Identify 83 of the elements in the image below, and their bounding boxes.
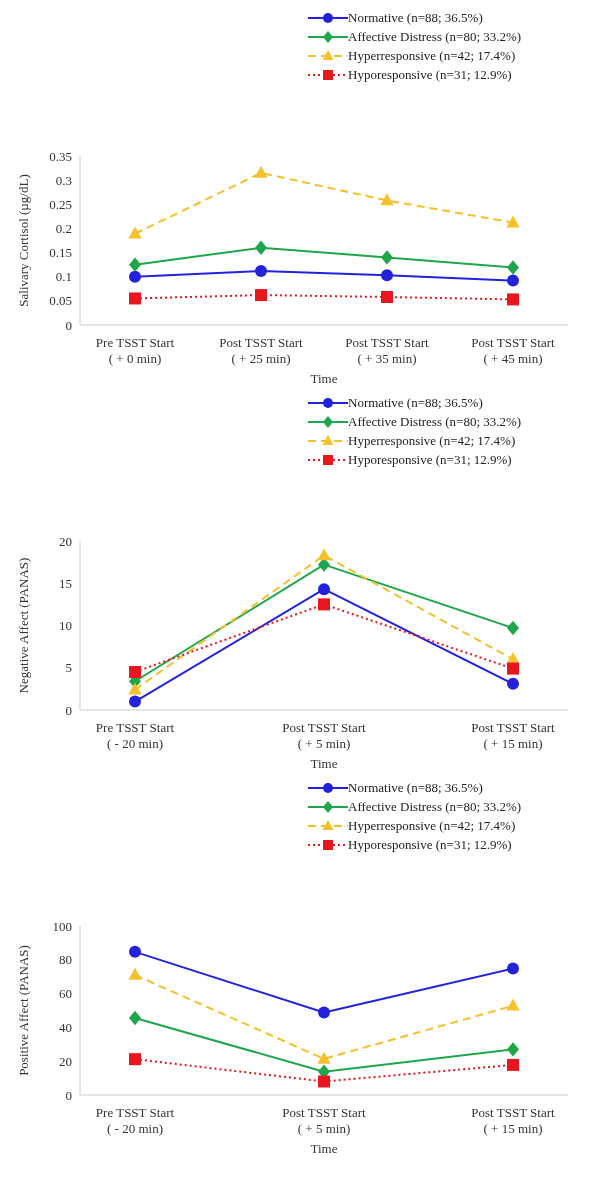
point: [129, 292, 141, 305]
point: [128, 226, 142, 239]
legend-label: Hyperresponsive (n=42; 17.4%): [348, 47, 516, 64]
y-tick-label: 0: [65, 317, 72, 333]
point: [317, 1051, 331, 1064]
y-tick-label: 10: [59, 618, 72, 634]
x-axis-title: Time: [310, 756, 338, 771]
x-tick-label: Post TSST Start ( + 45 min): [471, 335, 556, 366]
y-tick-label: 80: [59, 952, 72, 968]
point: [254, 165, 268, 178]
y-tick-label: 0.05: [49, 293, 72, 309]
point: [255, 240, 267, 255]
x-tick-label: Post TSST Start ( + 25 min): [219, 335, 304, 366]
point: [128, 967, 142, 980]
legend-label: Normative (n=88; 36.5%): [348, 779, 483, 796]
x-tick-label: Post TSST Start ( + 15 min): [471, 1105, 556, 1136]
legend-label: Affective Distress (n=80; 33.2%): [348, 413, 522, 430]
x-axis-title: Time: [310, 1141, 338, 1156]
point: [381, 250, 393, 265]
y-tick-label: 0.35: [49, 148, 72, 164]
x-tick-label: Pre TSST Start ( + 0 min): [95, 335, 175, 366]
x-tick-label: Pre TSST Start ( - 20 min): [95, 1105, 175, 1136]
legend-label: Hyporesponsive (n=31; 12.9%): [348, 451, 512, 468]
x-axis-title: Time: [310, 371, 338, 386]
x-tick-label: Pre TSST Start ( - 20 min): [95, 720, 175, 751]
point: [507, 620, 519, 636]
y-axis-title: Salivary Cortisol (µg/dL): [15, 174, 31, 307]
point: [507, 1042, 519, 1057]
y-tick-label: 0.25: [49, 196, 72, 212]
x-tick-label: Post TSST Start ( + 15 min): [471, 720, 556, 751]
point: [507, 260, 519, 275]
point: [129, 1053, 141, 1066]
y-tick-label: 0.1: [55, 269, 72, 285]
legend-label: Normative (n=88; 36.5%): [348, 9, 483, 26]
point: [318, 1075, 330, 1088]
point: [317, 548, 331, 561]
point: [255, 264, 267, 277]
y-axis-title: Positive Affect (PANAS): [15, 945, 31, 1076]
point: [129, 257, 141, 272]
point: [507, 1058, 519, 1071]
y-tick-label: 0: [65, 702, 72, 718]
point: [128, 682, 142, 695]
x-tick-label: Post TSST Start ( + 35 min): [345, 335, 430, 366]
point: [507, 274, 519, 287]
legend-label: Affective Distress (n=80; 33.2%): [348, 28, 522, 45]
x-tick-label: Post TSST Start ( + 5 min): [282, 720, 367, 751]
point: [129, 1010, 141, 1026]
y-tick-label: 0: [65, 1087, 72, 1103]
legend-label: Hyporesponsive (n=31; 12.9%): [348, 836, 512, 853]
y-tick-label: 20: [59, 533, 72, 549]
legend-label: Hyperresponsive (n=42; 17.4%): [348, 432, 516, 449]
legend-label: Affective Distress (n=80; 33.2%): [348, 798, 522, 815]
point: [318, 583, 330, 596]
y-tick-label: 0.2: [55, 221, 72, 237]
point: [506, 215, 520, 228]
y-tick-label: 15: [59, 575, 72, 591]
point: [506, 998, 520, 1011]
y-axis-title: Negative Affect (PANAS): [15, 557, 31, 694]
point: [381, 269, 393, 282]
y-tick-label: 60: [59, 986, 72, 1002]
point: [507, 662, 519, 675]
point: [507, 962, 519, 975]
legend-label: Normative (n=88; 36.5%): [348, 394, 483, 411]
y-tick-label: 0.3: [55, 172, 72, 188]
point: [381, 290, 393, 303]
y-tick-label: 20: [59, 1053, 72, 1069]
point: [255, 289, 267, 302]
point: [507, 293, 519, 306]
y-tick-label: 0.15: [49, 245, 72, 261]
y-tick-label: 100: [52, 918, 72, 934]
point: [318, 598, 330, 611]
legend-label: Hyporesponsive (n=31; 12.9%): [348, 66, 512, 83]
x-tick-label: Post TSST Start ( + 5 min): [282, 1105, 367, 1136]
point: [129, 945, 141, 958]
point: [129, 270, 141, 283]
y-tick-label: 40: [59, 1020, 72, 1036]
legend-label: Hyperresponsive (n=42; 17.4%): [348, 817, 516, 834]
point: [507, 677, 519, 690]
point: [318, 1006, 330, 1019]
point: [129, 695, 141, 708]
y-tick-label: 5: [65, 660, 72, 676]
point: [129, 665, 141, 678]
point: [380, 193, 394, 206]
